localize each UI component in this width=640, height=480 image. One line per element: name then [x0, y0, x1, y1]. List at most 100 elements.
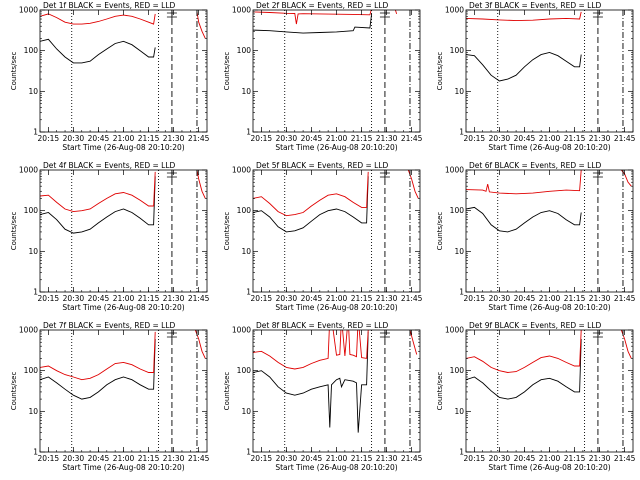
series-events-line — [40, 38, 156, 64]
series-events-line — [466, 338, 582, 400]
plot-frame — [39, 329, 208, 453]
series-lld-line — [40, 13, 156, 25]
panel-2: Det 2f BLACK = Events, RED = LLD 1 10 100 10… — [223, 1, 423, 152]
series-lld-line — [253, 171, 369, 217]
panel-6: Det 6f BLACK = Events, RED = LLD 1 10 100 10… — [436, 161, 636, 312]
series-lld-line — [196, 11, 206, 39]
series-lld-line — [466, 170, 582, 195]
x-tick-label: 20:30 — [276, 454, 298, 463]
x-tick-label: 20:45 — [88, 134, 110, 143]
x-tick-label: 20:30 — [63, 294, 85, 303]
panel-1: Det 1f BLACK = Events, RED = LLD 1 10 100 10… — [10, 1, 210, 152]
interval-marker — [379, 11, 390, 19]
x-tick-label: 20:30 — [489, 134, 511, 143]
x-tick-label: 21:00 — [113, 454, 135, 463]
x-tick-label: 20:30 — [63, 134, 85, 143]
series-lld-line — [466, 11, 582, 22]
y-tick-label: 100 — [450, 366, 465, 375]
x-tick-label: 21:45 — [188, 294, 210, 303]
x-tick-label: 21:15 — [351, 294, 373, 303]
x-tick-label: 20:45 — [514, 454, 536, 463]
x-tick-label: 21:30 — [589, 134, 611, 143]
x-tick-label: 20:15 — [251, 134, 273, 143]
x-tick-label: 21:15 — [564, 134, 586, 143]
x-tick-label: 20:15 — [38, 294, 60, 303]
x-tick-label: 20:15 — [38, 134, 60, 143]
y-tick-label: 10 — [241, 247, 251, 256]
x-tick-label: 21:45 — [401, 294, 423, 303]
y-tick-label: 1 — [33, 448, 38, 457]
y-tick-label: 100 — [450, 206, 465, 215]
y-tick-label: 1 — [459, 128, 464, 137]
y-axis-label: Counts/sec — [10, 372, 18, 411]
series-events-line — [40, 338, 156, 400]
x-tick-label: 21:45 — [614, 134, 636, 143]
y-tick-label: 10 — [454, 407, 464, 416]
panel-5: Det 5f BLACK = Events, RED = LLD 1 10 100 10… — [223, 161, 423, 312]
y-tick-label: 100 — [24, 366, 39, 375]
y-tick-label: 1000 — [19, 326, 38, 335]
y-tick-label: 100 — [237, 366, 252, 375]
panel-title: Det 7f BLACK = Events, RED = LLD — [43, 321, 176, 330]
plot-frame — [39, 9, 208, 133]
x-tick-label: 21:15 — [564, 454, 586, 463]
panel-3: Det 3f BLACK = Events, RED = LLD 1 10 100 10… — [436, 1, 636, 152]
y-tick-label: 100 — [24, 46, 39, 55]
plot-frame — [465, 9, 634, 133]
x-tick-label: 20:45 — [88, 294, 110, 303]
y-tick-label: 10 — [454, 87, 464, 96]
series-lld-line — [40, 331, 156, 381]
x-tick-label: 21:45 — [188, 454, 210, 463]
panel-7: Det 7f BLACK = Events, RED = LLD 1 10 100 10… — [10, 321, 210, 472]
panel-title: Det 5f BLACK = Events, RED = LLD — [256, 161, 389, 170]
x-axis-label: Start Time (26-Aug-08 20:10:20) — [62, 143, 184, 152]
x-tick-label: 20:30 — [489, 294, 511, 303]
y-tick-label: 100 — [237, 206, 252, 215]
panel-4: Det 4f BLACK = Events, RED = LLD 1 10 100 10… — [10, 161, 210, 312]
y-tick-label: 10 — [454, 247, 464, 256]
interval-marker — [592, 331, 603, 339]
y-tick-label: 1 — [459, 288, 464, 297]
x-tick-label: 20:30 — [276, 134, 298, 143]
series-events-line — [466, 206, 582, 233]
panel-title: Det 1f BLACK = Events, RED = LLD — [43, 1, 176, 10]
series-events-line — [253, 13, 373, 34]
x-axis-label: Start Time (26-Aug-08 20:10:20) — [488, 143, 610, 152]
interval-marker — [379, 331, 390, 339]
x-tick-label: 21:15 — [351, 454, 373, 463]
y-axis-label: Counts/sec — [223, 212, 231, 251]
x-tick-label: 21:00 — [326, 294, 348, 303]
interval-marker — [592, 171, 603, 179]
x-tick-label: 21:00 — [539, 454, 561, 463]
x-tick-label: 20:30 — [276, 294, 298, 303]
series-lld-line — [40, 171, 156, 213]
x-tick-label: 21:45 — [401, 134, 423, 143]
x-tick-label: 20:45 — [88, 454, 110, 463]
y-tick-label: 1000 — [232, 166, 251, 175]
x-tick-label: 20:15 — [251, 294, 273, 303]
x-tick-label: 21:30 — [376, 134, 398, 143]
x-tick-label: 20:15 — [464, 134, 486, 143]
y-tick-label: 1000 — [232, 326, 251, 335]
interval-marker — [379, 171, 390, 179]
x-tick-label: 20:45 — [514, 134, 536, 143]
x-axis-label: Start Time (26-Aug-08 20:10:20) — [488, 463, 610, 472]
y-tick-label: 10 — [28, 87, 38, 96]
y-tick-label: 1000 — [19, 166, 38, 175]
plot-frame — [252, 329, 421, 453]
x-axis-label: Start Time (26-Aug-08 20:10:20) — [275, 463, 397, 472]
y-tick-label: 10 — [28, 407, 38, 416]
x-tick-label: 20:45 — [301, 294, 323, 303]
x-tick-label: 21:30 — [163, 294, 185, 303]
x-tick-label: 20:45 — [514, 294, 536, 303]
x-tick-label: 21:15 — [138, 294, 160, 303]
y-axis-label: Counts/sec — [10, 52, 18, 91]
x-tick-label: 20:30 — [489, 454, 511, 463]
series-events-line — [466, 52, 582, 82]
x-tick-label: 21:30 — [589, 454, 611, 463]
y-axis-label: Counts/sec — [436, 212, 444, 251]
x-tick-label: 21:00 — [326, 134, 348, 143]
y-axis-label: Counts/sec — [223, 372, 231, 411]
panel-title: Det 6f BLACK = Events, RED = LLD — [469, 161, 602, 170]
y-tick-label: 1000 — [445, 326, 464, 335]
